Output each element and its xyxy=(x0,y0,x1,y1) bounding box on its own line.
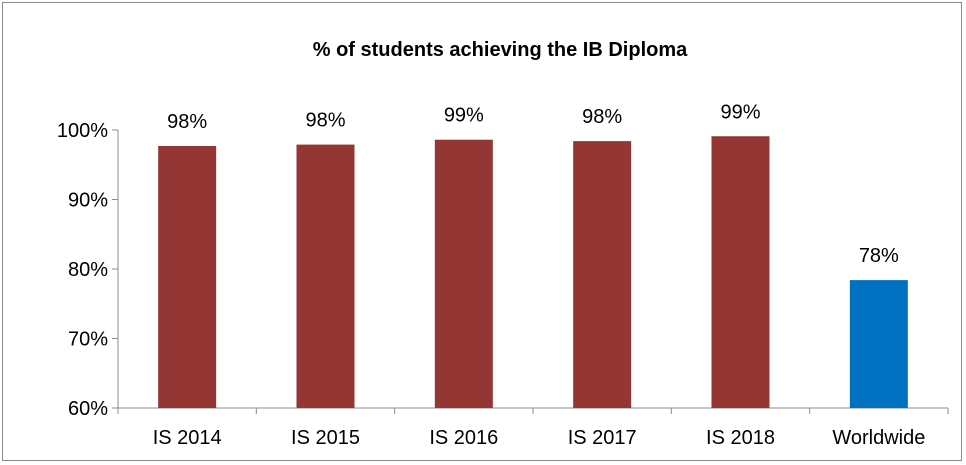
data-label: 98% xyxy=(167,111,207,133)
x-tick-label: IS 2016 xyxy=(429,427,498,449)
y-tick-label: 100% xyxy=(57,120,108,142)
bar xyxy=(296,144,355,408)
data-label: 98% xyxy=(305,110,345,132)
data-label: 99% xyxy=(720,101,760,123)
y-tick-label: 60% xyxy=(68,398,108,420)
data-label: 98% xyxy=(582,106,622,128)
chart-title: % of students achieving the IB Diploma xyxy=(313,39,688,61)
x-tick-label: IS 2015 xyxy=(291,427,360,449)
chart-data-labels: 98% 98% 99% 98% 99% 78% xyxy=(167,101,899,267)
bar xyxy=(573,141,632,408)
y-tick-label: 70% xyxy=(68,329,108,351)
bar xyxy=(711,136,770,408)
x-tick-label: Worldwide xyxy=(832,427,925,449)
x-tick-label: IS 2014 xyxy=(153,427,222,449)
bar xyxy=(849,280,908,408)
data-label: 78% xyxy=(859,245,899,267)
x-tick-label: IS 2017 xyxy=(568,427,637,449)
chart-bars xyxy=(158,136,908,409)
bar xyxy=(434,139,493,409)
chart-axes: 60% 70% 80% 90% 100% IS 2014 IS 2015 IS 2016 IS … xyxy=(57,120,949,449)
y-tick-label: 90% xyxy=(68,190,108,212)
bar xyxy=(158,145,217,409)
x-tick-label: IS 2018 xyxy=(706,427,775,449)
y-tick-label: 80% xyxy=(68,259,108,281)
data-label: 99% xyxy=(444,105,484,127)
